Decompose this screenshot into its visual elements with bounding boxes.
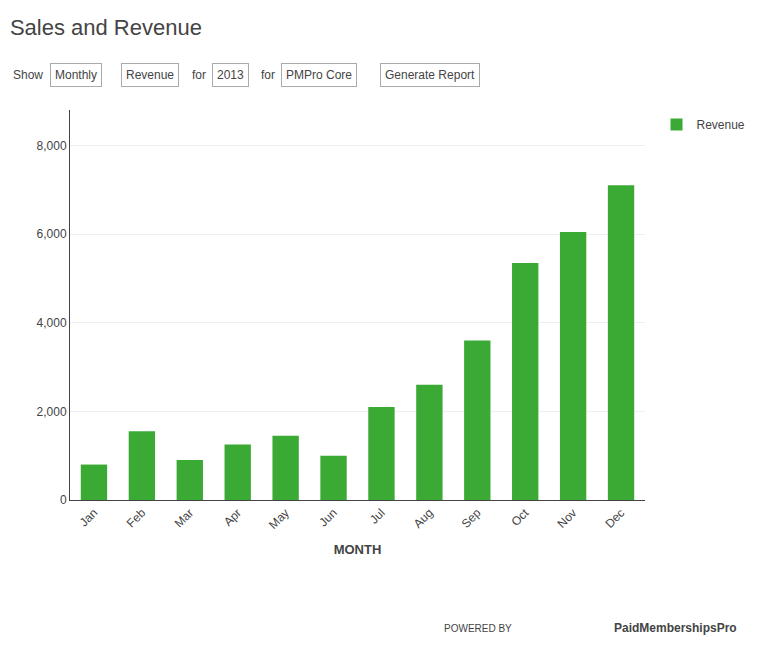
svg-text:Revenue: Revenue [126, 68, 174, 82]
svg-text:Aug: Aug [411, 506, 436, 531]
svg-text:Oct: Oct [508, 505, 532, 529]
svg-text:for: for [261, 68, 275, 82]
svg-text:for: for [192, 68, 206, 82]
svg-text:Monthly: Monthly [55, 68, 97, 82]
svg-text:Jun: Jun [316, 506, 340, 530]
svg-text:Revenue: Revenue [697, 118, 745, 132]
svg-text:Show: Show [13, 68, 43, 82]
svg-text:Generate Report: Generate Report [385, 68, 475, 82]
svg-text:Sales and Revenue: Sales and Revenue [10, 15, 202, 40]
svg-text:POWERED BY: POWERED BY [444, 623, 512, 634]
svg-text:Feb: Feb [124, 506, 149, 531]
svg-text:8,000: 8,000 [37, 139, 67, 153]
svg-text:2,000: 2,000 [37, 405, 67, 419]
svg-text:Jul: Jul [367, 506, 388, 527]
svg-text:PaidMembershipsPro: PaidMembershipsPro [614, 621, 737, 635]
svg-text:Dec: Dec [602, 506, 627, 531]
svg-text:Sep: Sep [459, 506, 484, 531]
svg-text:PMPro Core: PMPro Core [286, 68, 352, 82]
svg-text:MONTH: MONTH [334, 542, 382, 557]
svg-text:Nov: Nov [554, 506, 579, 531]
svg-text:Mar: Mar [172, 506, 197, 531]
svg-text:May: May [266, 506, 292, 532]
svg-text:0: 0 [60, 493, 67, 507]
svg-text:Apr: Apr [221, 506, 244, 529]
svg-text:2013: 2013 [217, 68, 244, 82]
svg-text:6,000: 6,000 [37, 227, 67, 241]
svg-text:4,000: 4,000 [37, 316, 67, 330]
svg-text:Jan: Jan [77, 506, 101, 530]
